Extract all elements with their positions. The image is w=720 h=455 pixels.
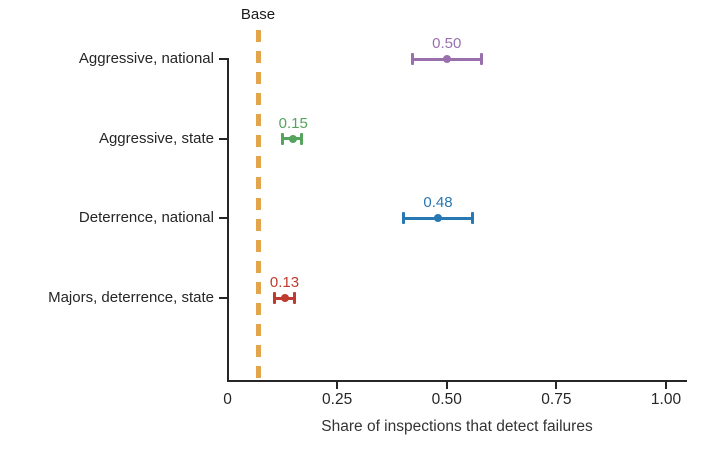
category-label: Deterrence, national	[78, 209, 214, 227]
point-estimate-dot	[280, 294, 289, 303]
value-label: 0.13	[269, 274, 300, 292]
error-bar-cap-left	[281, 132, 285, 145]
x-tick-label: 0.75	[541, 391, 572, 408]
y-tick	[219, 58, 227, 60]
y-tick	[219, 137, 227, 140]
value-label: 0.50	[432, 35, 462, 52]
error-bar-cap-right	[471, 212, 475, 225]
x-tick	[665, 382, 667, 389]
baseline-dashed-line	[255, 30, 261, 381]
y-axis-spine	[227, 58, 229, 382]
x-tick-label: 0.25	[322, 391, 353, 408]
baseline-label: Base	[240, 6, 276, 23]
x-axis-line	[227, 380, 688, 382]
value-label: 0.48	[423, 194, 453, 212]
x-tick-label: 1.00	[650, 391, 682, 408]
error-bar-cap-left	[272, 292, 276, 305]
x-tick	[555, 382, 558, 389]
point-estimate-dot	[442, 55, 451, 63]
category-label: Aggressive, state	[98, 129, 214, 147]
point-estimate-dot	[289, 134, 298, 143]
error-bar-cap-right	[300, 132, 304, 145]
category-label: Aggressive, national	[78, 50, 214, 67]
x-tick-label: 0	[223, 391, 232, 408]
x-tick-label: 0.50	[431, 391, 462, 408]
x-tick	[336, 382, 339, 389]
error-bar-cap-left	[410, 53, 414, 65]
error-bar-cap-left	[401, 212, 405, 225]
y-tick	[219, 297, 227, 300]
point-estimate-dot	[433, 214, 442, 223]
x-axis-title: Share of inspections that detect failure…	[321, 418, 593, 435]
value-label: 0.15	[278, 114, 308, 132]
error-bar-cap-right	[479, 53, 483, 65]
y-tick	[219, 217, 227, 220]
error-bar-cap-right	[293, 292, 297, 305]
x-tick	[445, 382, 448, 389]
category-label: Majors, deterrence, state	[48, 289, 214, 307]
